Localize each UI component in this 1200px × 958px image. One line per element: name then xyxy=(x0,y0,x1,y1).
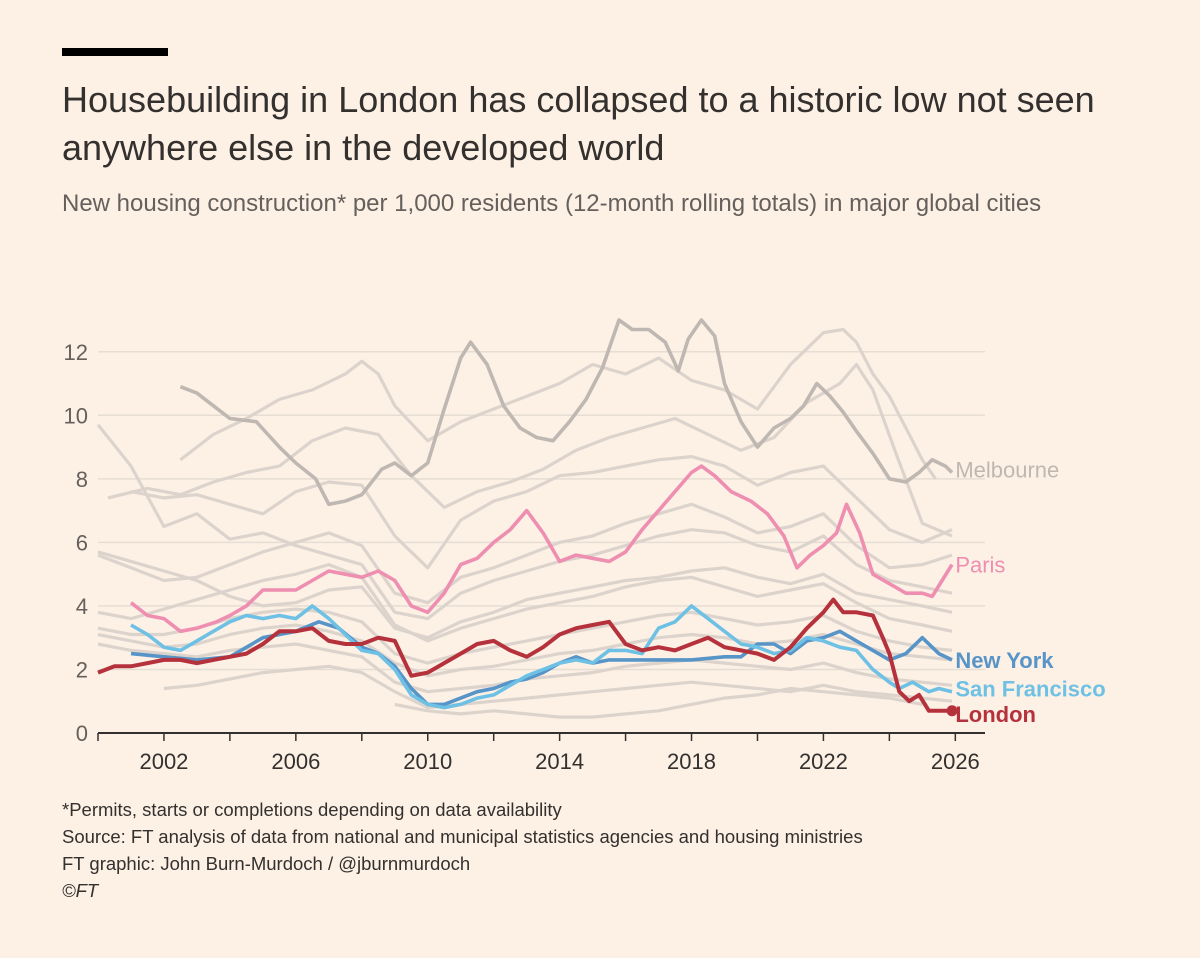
footer-notes: *Permits, starts or completions dependin… xyxy=(62,796,1162,904)
background-city-lines xyxy=(96,327,953,719)
background-city-line-6 xyxy=(97,623,953,678)
x-tick-label-2006: 2006 xyxy=(271,749,320,774)
background-city-line-10 xyxy=(97,502,953,605)
credit-note: FT graphic: John Burn-Murdoch / @jburnmu… xyxy=(62,853,471,874)
background-city-line-4 xyxy=(107,362,953,538)
x-axis: 2002 2006 2010 2014 2018 2022 2026 xyxy=(97,732,985,774)
series-line-san-francisco xyxy=(130,604,953,710)
chart-title: Housebuilding in London has collapsed to… xyxy=(62,79,1095,168)
background-city-line-2 xyxy=(130,455,953,570)
series-label-new-york: New York xyxy=(955,648,1054,673)
series-label-london: London xyxy=(955,702,1036,727)
chart-subtitle: New housing construction* per 1,000 resi… xyxy=(62,190,1042,217)
background-city-line-9 xyxy=(394,686,923,719)
x-tick-label-2018: 2018 xyxy=(667,749,716,774)
source-note: Source: FT analysis of data from nationa… xyxy=(62,826,863,847)
series-labels: Melbourne Paris New York San FranciscoLondo… xyxy=(955,457,1105,727)
highlighted-city-lines xyxy=(97,318,958,717)
y-tick-label-12: 12 xyxy=(64,340,88,365)
y-tick-label-8: 8 xyxy=(76,467,88,492)
x-tick-label-2014: 2014 xyxy=(535,749,584,774)
x-tick-label-2026: 2026 xyxy=(931,749,980,774)
background-city-line-11 xyxy=(97,563,953,643)
series-line-melbourne xyxy=(179,318,954,507)
background-city-line-3 xyxy=(179,327,937,480)
y-tick-label-4: 4 xyxy=(76,594,88,619)
y-tick-label-10: 10 xyxy=(64,403,88,428)
background-city-line-5 xyxy=(97,550,953,640)
y-tick-label-0: 0 xyxy=(76,721,88,746)
x-tick-label-2002: 2002 xyxy=(139,749,188,774)
x-tick-label-2022: 2022 xyxy=(799,749,848,774)
y-tick-label-2: 2 xyxy=(76,657,88,682)
ft-topbar xyxy=(62,48,168,56)
footnote: *Permits, starts or completions dependin… xyxy=(62,799,562,820)
series-line-paris xyxy=(129,464,954,634)
background-city-line-8 xyxy=(163,664,953,710)
series-line-london xyxy=(97,597,952,713)
y-tick-label-6: 6 xyxy=(76,530,88,555)
copyright: ©FT xyxy=(62,880,99,901)
line-chart: 0 2 4 6 8 10 12 2002 2006 2010 2014 2018 2022 2026 M… xyxy=(64,318,1106,774)
london-end-marker xyxy=(946,705,958,717)
series-label-paris: Paris xyxy=(955,553,1005,578)
series-label-san-francisco: San Francisco xyxy=(955,677,1105,702)
x-tick-label-2010: 2010 xyxy=(403,749,452,774)
series-label-melbourne: Melbourne xyxy=(955,457,1059,482)
background-city-line-1 xyxy=(96,423,953,621)
